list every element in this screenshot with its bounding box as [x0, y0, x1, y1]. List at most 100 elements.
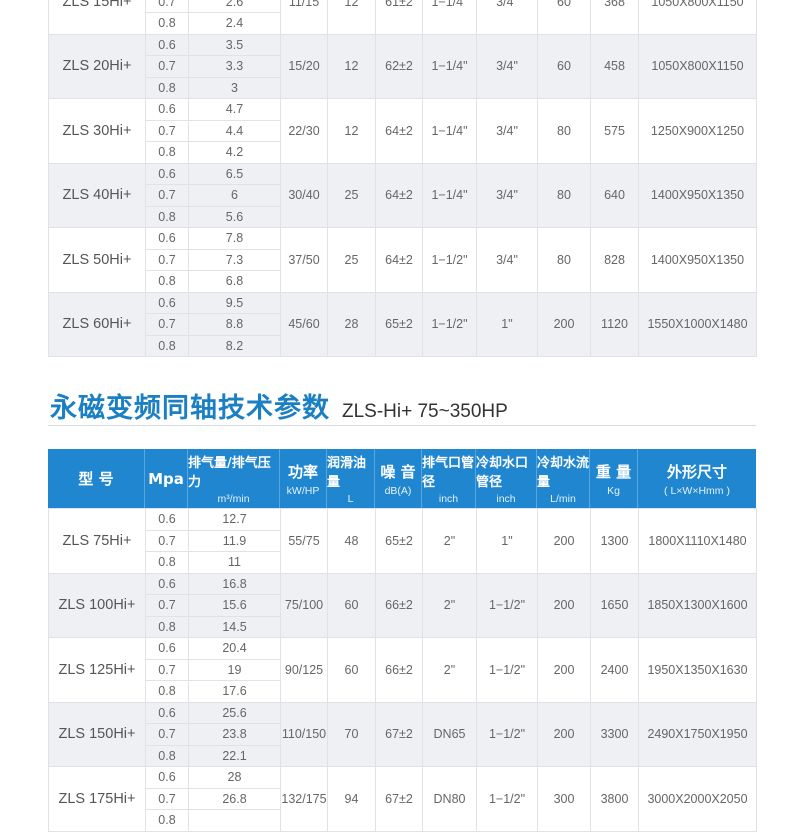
flow-cell: 6.8 — [188, 270, 281, 293]
water-inlet-cell: 1−1/2" — [476, 637, 538, 703]
pressure-cell: 0.6 — [145, 508, 189, 531]
pressure-cell: 0.8 — [145, 141, 189, 164]
model-cell: ZLS 125Hi+ — [48, 637, 146, 703]
header-label: 排气口管径 — [422, 456, 475, 490]
flow-cell: 7.3 — [188, 248, 281, 271]
water-inlet-cell: 3/4" — [476, 162, 538, 228]
oil-cell: 70 — [327, 701, 376, 767]
flow-cell: 2.4 — [188, 12, 281, 35]
header-label: 润滑油量 — [327, 456, 367, 490]
table-row: ZLS 75Hi+ 0.6 12.7 55/75 48 65±2 2" 1" 200 1300 18… — [48, 508, 757, 574]
pressure-cell: 0.7 — [145, 0, 189, 13]
exhaust-cell: 1−1/4" — [422, 0, 477, 35]
weight-cell: 458 — [590, 33, 639, 99]
header-label: 冷却水流量 — [537, 456, 590, 490]
power-cell: 37/50 — [280, 227, 328, 293]
flow-cell: 20.4 — [188, 637, 281, 660]
water-inlet-cell: 3/4" — [476, 227, 538, 293]
flow-cell: 26.8 — [188, 787, 281, 810]
table-row: 0.7 4.4 — [49, 119, 757, 142]
exhaust-cell: 1−1/4" — [422, 162, 477, 228]
weight-cell: 1120 — [590, 291, 639, 357]
water-flow-cell: 60 — [537, 0, 591, 35]
exhaust-cell: 1−1/2" — [422, 291, 477, 357]
water-inlet-cell: 1−1/2" — [476, 766, 538, 832]
exhaust-cell: 2" — [422, 508, 477, 574]
water-inlet-cell: 3/4" — [476, 0, 538, 35]
header-unit: ( L×W×Hmm ) — [664, 484, 730, 497]
noise-cell: 66±2 — [375, 572, 423, 638]
noise-cell: 66±2 — [375, 637, 423, 703]
pressure-cell: 0.6 — [145, 701, 189, 724]
table-row: 0.7 3.3 — [49, 55, 757, 78]
pressure-cell: 0.6 — [145, 572, 189, 595]
noise-cell: 67±2 — [375, 766, 423, 832]
header-label: 外形尺寸 — [666, 462, 727, 481]
table-row: ZLS 150Hi+ 0.6 25.6 110/150 70 67±2 DN65 1−1/2"… — [48, 701, 757, 767]
exhaust-cell: 2" — [422, 572, 477, 638]
noise-cell: 65±2 — [375, 508, 423, 574]
spec-table-1: ZLS 15Hi+0.611/151261±21−1/4"3/4"6036810… — [48, 0, 757, 357]
header-mpa: Mpa — [145, 449, 188, 508]
header-unit: kW/HP — [286, 484, 320, 497]
table-row: 0.7 19 — [49, 658, 757, 681]
flow-cell: 17.6 — [188, 680, 281, 703]
header-label: 噪 音 — [380, 462, 416, 481]
noise-cell: 64±2 — [375, 227, 423, 293]
header-label: 型 号 — [78, 470, 114, 488]
noise-cell: 65±2 — [375, 291, 423, 357]
water-inlet-cell: 1" — [476, 291, 538, 357]
pressure-cell: 0.6 — [145, 98, 189, 121]
exhaust-cell: DN80 — [422, 766, 477, 832]
exhaust-cell: 2" — [422, 637, 477, 703]
table-row: ZLS 175Hi+ 0.6 28 132/175 94 67±2 DN80 1−1/2" 30… — [48, 766, 757, 832]
oil-cell: 60 — [327, 637, 376, 703]
power-cell: 110/150 — [280, 701, 328, 767]
spec-table-2: ZLS 75Hi+ 0.6 12.7 55/75 48 65±2 2" 1" 200 1300 18… — [48, 508, 757, 832]
weight-cell: 368 — [590, 0, 639, 35]
model-cell: ZLS 150Hi+ — [48, 701, 146, 767]
flow-cell: 8.8 — [188, 313, 281, 336]
water-flow-cell: 80 — [537, 98, 591, 164]
power-cell: 15/20 — [280, 33, 328, 99]
table-row: ZLS 20Hi+ 0.6 3.5 15/20 12 62±2 1−1/4" 3/4" 60 45… — [48, 33, 757, 99]
pressure-cell: 0.8 — [145, 809, 189, 832]
pressure-cell: 0.7 — [145, 313, 189, 336]
water-flow-cell: 200 — [537, 701, 591, 767]
header-water-flow: 冷却水流量 L/min — [537, 449, 590, 508]
table-row: 0.8 5.6 — [49, 205, 757, 228]
pressure-cell: 0.8 — [145, 615, 189, 638]
oil-cell: 94 — [327, 766, 376, 832]
dimensions-cell: 3000X2000X2050 — [638, 766, 757, 832]
table-header: 型 号 Mpa 排气量/排气压力 m³/min 功率 kW/HP 润滑油量 L 噪 音 dB(A)… — [48, 449, 756, 508]
weight-cell: 828 — [590, 227, 639, 293]
weight-cell: 3800 — [590, 766, 639, 832]
flow-cell: 6 — [188, 184, 281, 207]
model-cell: ZLS 100Hi+ — [48, 572, 146, 638]
pressure-cell: 0.6 — [145, 637, 189, 660]
water-flow-cell: 200 — [537, 572, 591, 638]
table-row: 0.8 14.5 — [49, 615, 757, 638]
water-inlet-cell: 3/4" — [476, 98, 538, 164]
dimensions-cell: 1400X950X1350 — [638, 162, 757, 228]
pressure-cell: 0.7 — [145, 119, 189, 142]
flow-cell: 12.7 — [188, 508, 281, 531]
power-cell: 30/40 — [280, 162, 328, 228]
section-title-en: ZLS-Hi+ 75~350HP — [342, 401, 508, 422]
pressure-cell: 0.8 — [145, 270, 189, 293]
pressure-cell: 0.8 — [145, 76, 189, 99]
header-unit: L — [347, 493, 354, 505]
power-cell: 22/30 — [280, 98, 328, 164]
oil-cell: 60 — [327, 572, 376, 638]
table-row: 0.8 11 — [49, 551, 757, 574]
flow-cell: 3 — [188, 76, 281, 99]
flow-cell: 11 — [188, 551, 281, 574]
pressure-cell: 0.8 — [145, 680, 189, 703]
table-row: ZLS 60Hi+ 0.6 9.5 45/60 28 65±2 1−1/2" 1" 200 112… — [48, 291, 757, 357]
model-cell: ZLS 15Hi+ — [48, 0, 146, 35]
model-cell: ZLS 75Hi+ — [48, 508, 146, 574]
power-cell: 132/175 — [280, 766, 328, 832]
flow-cell: 5.6 — [188, 205, 281, 228]
noise-cell: 67±2 — [375, 701, 423, 767]
flow-cell: 7.8 — [188, 227, 281, 250]
